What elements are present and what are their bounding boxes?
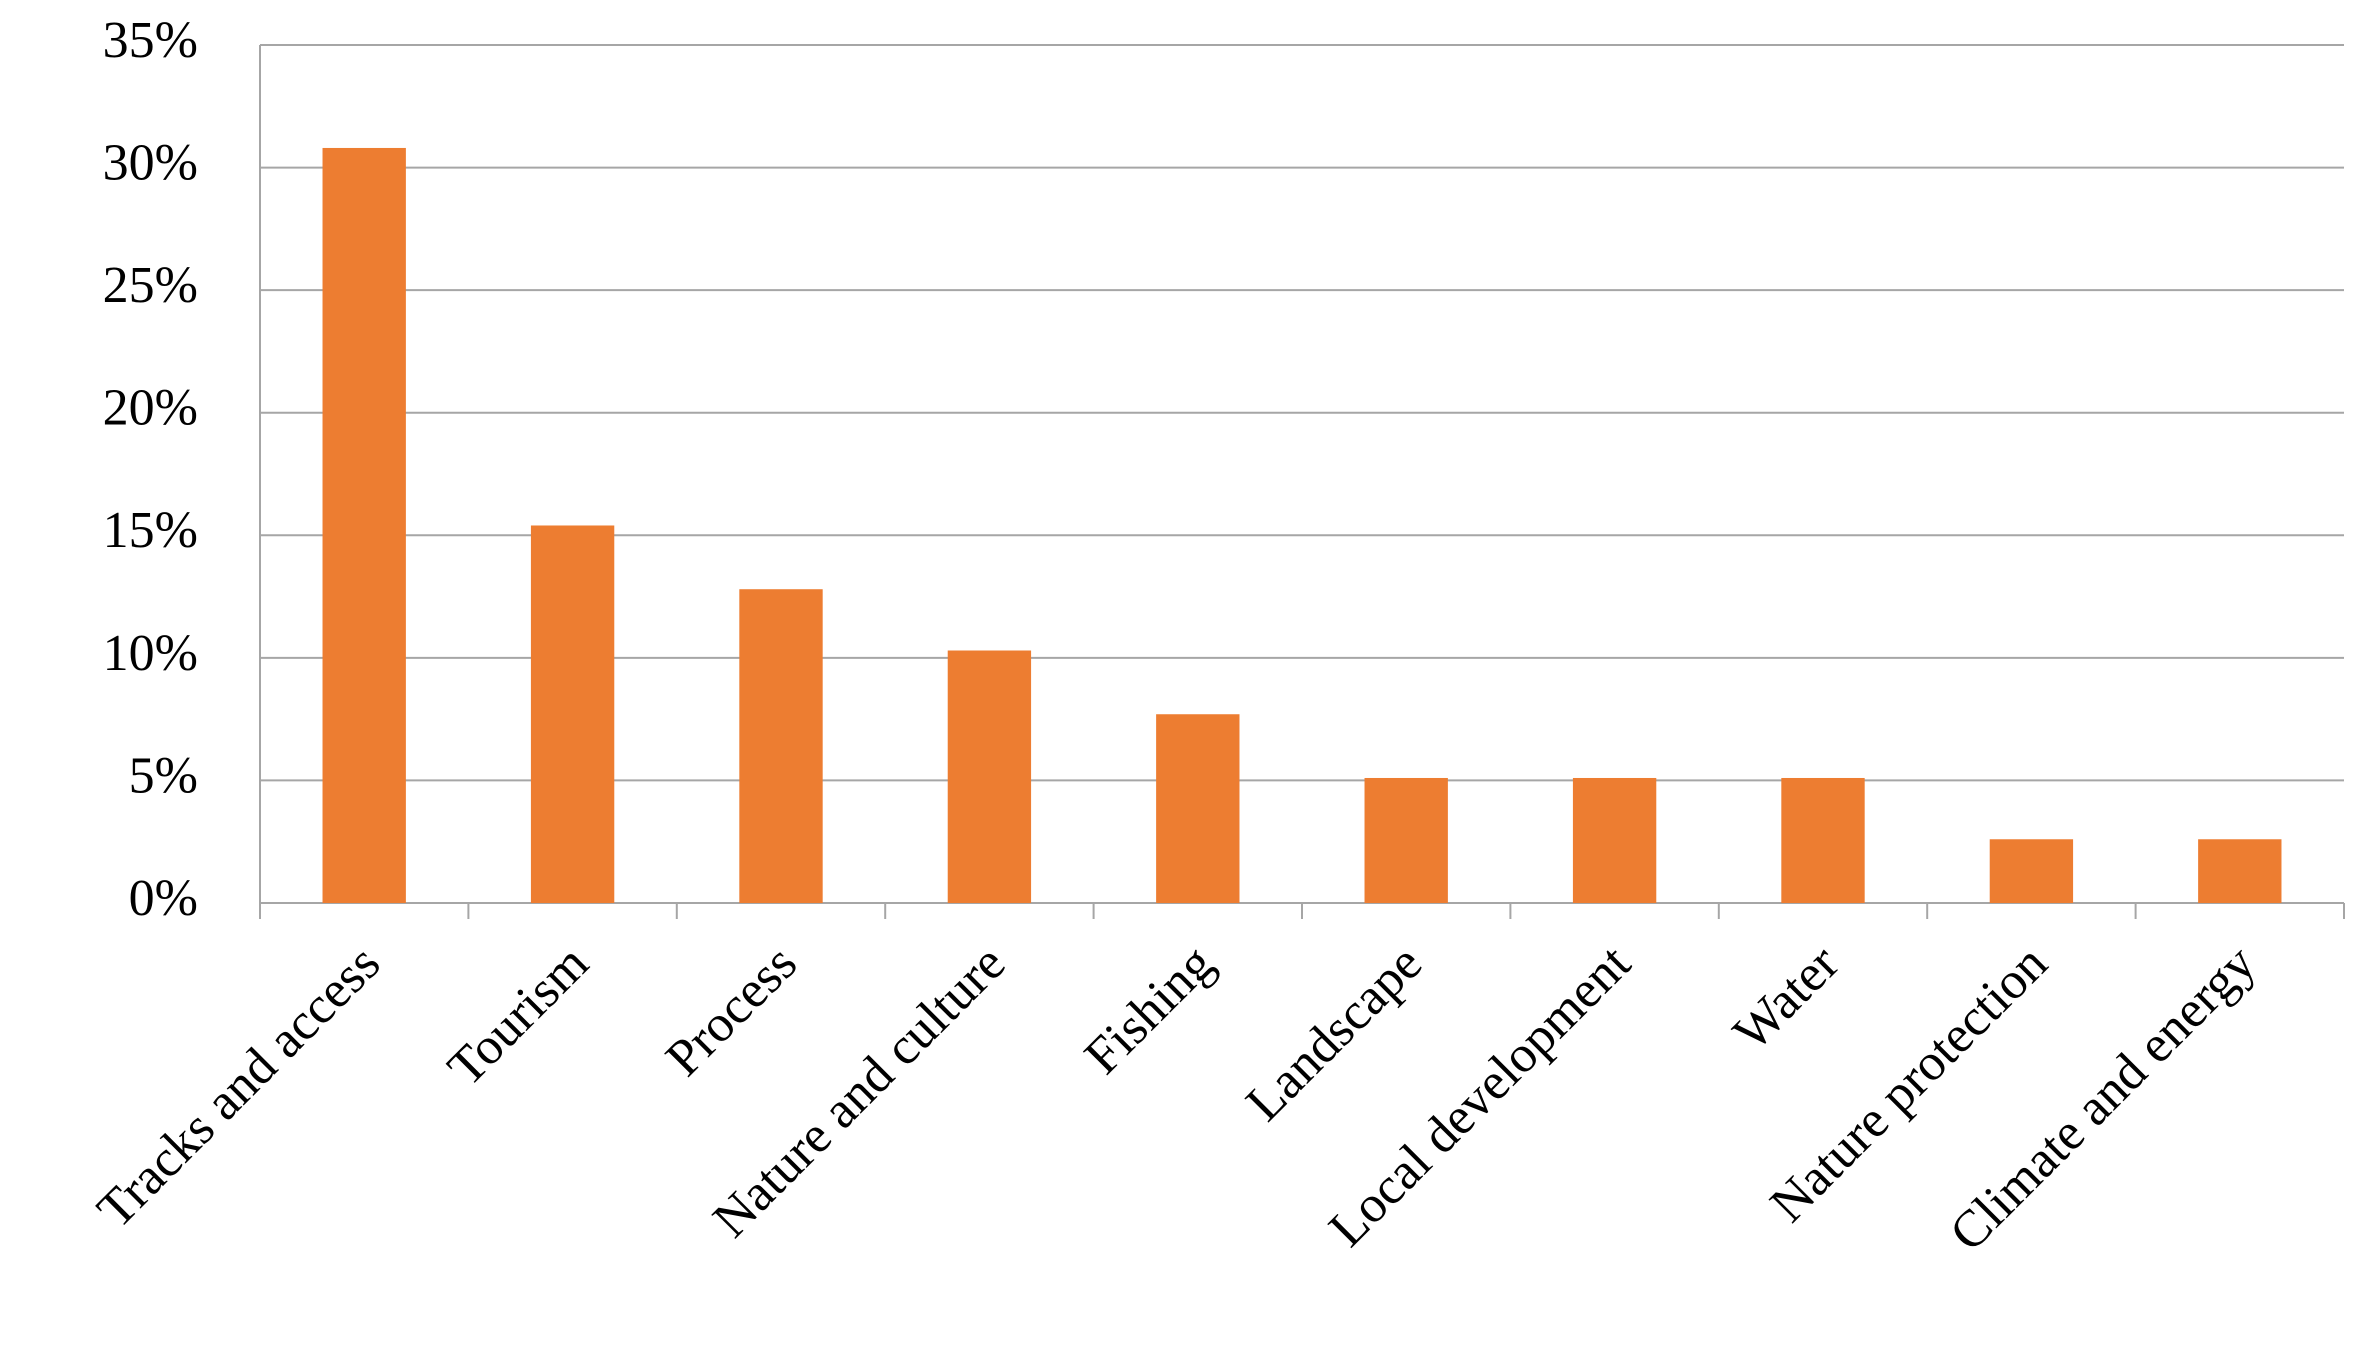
x-tick-label: Landscape [1236,935,1434,1133]
y-tick-label: 5% [129,747,198,804]
y-tick-label: 10% [103,625,198,682]
bar [947,650,1032,903]
bar [739,589,823,903]
y-tick-label: 15% [103,502,198,559]
x-tick-label: Process [655,935,808,1088]
y-tick-label: 20% [103,380,198,437]
bar [1989,839,2074,903]
y-tick-label: 35% [103,12,198,69]
bar [1781,777,1865,903]
x-tick-label: Fishing [1074,935,1225,1086]
x-tick-label: Tourism [437,935,599,1097]
x-tick-label: Tracks and access [87,935,391,1239]
bar [2198,839,2282,903]
y-tick-label: 25% [103,257,198,314]
x-tick-label: Water [1723,935,1850,1062]
bar [530,525,615,903]
bar [1572,777,1657,903]
y-tick-label: 30% [103,135,198,192]
y-tick-label: 0% [129,870,198,927]
bar [1364,777,1448,903]
bar [322,147,406,903]
bar [1156,714,1240,903]
